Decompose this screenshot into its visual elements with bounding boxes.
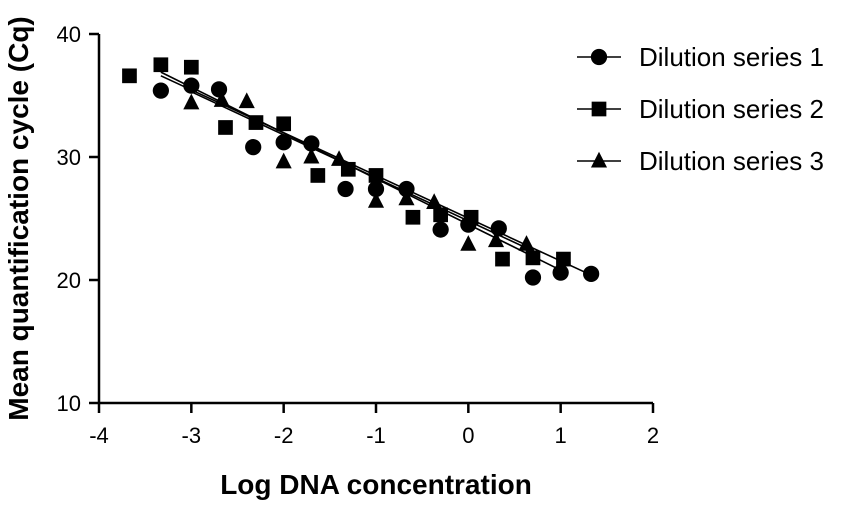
data-point-series-1: [398, 180, 415, 198]
data-point-series-3: [275, 152, 292, 169]
data-point-series-3: [331, 150, 348, 166]
data-point-series-1: [183, 77, 200, 94]
x-tick-label: -2: [274, 423, 294, 448]
data-point-series-3: [518, 235, 535, 251]
legend-marker-square: [591, 101, 607, 117]
data-point-series-3: [303, 147, 320, 164]
x-axis-title: Log DNA concentration: [220, 469, 532, 500]
y-tick-label: 30: [57, 145, 81, 170]
data-point-series-2: [218, 120, 233, 135]
data-point-series-2: [276, 116, 292, 132]
data-point-series-1: [490, 220, 507, 237]
data-point-series-1: [432, 221, 449, 238]
y-axis-title: Mean quantification cycle (Cq): [3, 16, 34, 421]
y-axis-ticks: 10 20 30 40: [57, 22, 99, 416]
data-point-series-1: [552, 264, 569, 281]
data-point-series-1: [303, 135, 320, 152]
data-point-series-1: [524, 269, 542, 286]
data-point-series-3: [426, 193, 443, 209]
x-tick-label: -4: [89, 423, 109, 448]
x-tick-label: 2: [647, 423, 659, 448]
data-point-series-3: [183, 93, 200, 110]
data-point-series-2: [248, 115, 264, 130]
data-point-series-1: [152, 82, 169, 99]
legend-item-series-3: Dilution series 3: [577, 146, 824, 176]
data-point-series-1: [245, 139, 262, 156]
data-point-series-2: [122, 68, 137, 84]
data-point-series-2: [433, 207, 448, 223]
legend-marker-circle: [590, 48, 608, 66]
data-point-series-1: [210, 81, 228, 98]
legend-item-series-2: Dilution series 2: [577, 94, 824, 124]
data-point-series-3: [238, 92, 255, 109]
data-point-series-2: [183, 59, 199, 75]
data-point-series-3: [398, 189, 415, 206]
data-point-series-2: [310, 168, 326, 183]
legend-label: Dilution series 2: [639, 94, 824, 124]
legend-label: Dilution series 3: [639, 146, 824, 176]
data-point-series-2: [495, 251, 510, 267]
data-point-series-2: [153, 57, 169, 73]
axes: [97, 34, 653, 405]
data-point-series-3: [460, 235, 477, 251]
legend-marker-triangle: [590, 151, 608, 168]
data-point-series-1: [275, 134, 292, 151]
data-point-series-2: [556, 251, 571, 267]
y-tick-label: 20: [57, 268, 81, 293]
x-tick-label: -1: [366, 423, 386, 448]
data-point-series-2: [525, 250, 541, 266]
data-point-series-3: [487, 231, 505, 248]
x-axis-ticks: -4 -3 -2 -1 0 1 2: [89, 403, 659, 448]
x-tick-label: -3: [182, 423, 202, 448]
data-point-series-1: [337, 180, 354, 198]
x-tick-label: 0: [462, 423, 474, 448]
data-point-series-2: [463, 209, 479, 225]
data-point-series-3: [213, 91, 230, 107]
data-point-series-2: [405, 209, 421, 225]
data-markers: [122, 57, 600, 286]
y-tick-label: 40: [57, 22, 81, 47]
y-tick-label: 10: [57, 391, 81, 416]
data-point-series-3: [367, 192, 385, 208]
data-point-series-2: [368, 168, 384, 183]
x-tick-label: 1: [555, 423, 567, 448]
legend-label: Dilution series 1: [639, 42, 824, 72]
legend: Dilution series 1 Dilution series 2 Diluti…: [577, 42, 824, 176]
data-point-series-1: [367, 180, 385, 198]
legend-item-series-1: Dilution series 1: [577, 42, 824, 72]
data-point-series-1: [583, 265, 600, 282]
